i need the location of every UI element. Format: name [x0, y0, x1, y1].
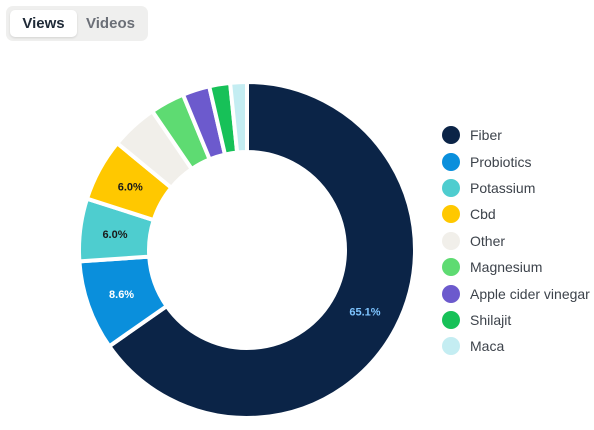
legend-label: Shilajit: [470, 311, 512, 328]
legend-item-shilajit[interactable]: Shilajit: [442, 307, 590, 333]
legend-swatch: [442, 310, 460, 329]
legend-item-fiber[interactable]: Fiber: [442, 122, 590, 148]
view-tabs: Views Videos: [6, 6, 148, 41]
legend-label: Potassium: [470, 179, 536, 196]
legend-item-potassium[interactable]: Potassium: [442, 175, 590, 201]
legend-swatch: [442, 205, 460, 224]
legend-item-maca[interactable]: Maca: [442, 333, 590, 359]
legend-item-magnesium[interactable]: Magnesium: [442, 254, 590, 280]
legend-label: Probiotics: [470, 153, 532, 170]
tab-videos[interactable]: Videos: [86, 15, 135, 32]
legend-label: Other: [470, 232, 506, 249]
legend-label: Fiber: [470, 127, 502, 144]
data-label-fiber: 65.1%: [349, 306, 380, 318]
legend-item-apple-cider-vinegar[interactable]: Apple cider vinegar: [442, 280, 590, 306]
legend-swatch: [442, 178, 460, 197]
data-label-probiotics: 8.6%: [109, 289, 134, 301]
legend-swatch: [442, 258, 460, 277]
legend-swatch: [442, 231, 460, 250]
legend-item-cbd[interactable]: Cbd: [442, 201, 590, 227]
donut-slice-maca[interactable]: [228, 80, 249, 155]
legend-swatch: [442, 284, 460, 303]
tab-views[interactable]: Views: [10, 10, 77, 37]
data-label-cbd: 6.0%: [118, 181, 143, 193]
legend-swatch: [442, 337, 460, 356]
legend-swatch: [442, 126, 460, 145]
legend-item-probiotics[interactable]: Probiotics: [442, 148, 590, 174]
legend-swatch: [442, 152, 460, 171]
legend-item-other[interactable]: Other: [442, 228, 590, 254]
legend-label: Cbd: [470, 206, 496, 223]
chart-legend: Fiber Probiotics Potassium Cbd Other Magnesiu…: [442, 122, 590, 360]
legend-label: Magnesium: [470, 259, 543, 276]
data-label-potassium: 6.0%: [102, 229, 127, 241]
legend-label: Maca: [470, 338, 505, 355]
donut-slice-fiber[interactable]: [107, 80, 417, 420]
legend-label: Apple cider vinegar: [470, 285, 590, 302]
